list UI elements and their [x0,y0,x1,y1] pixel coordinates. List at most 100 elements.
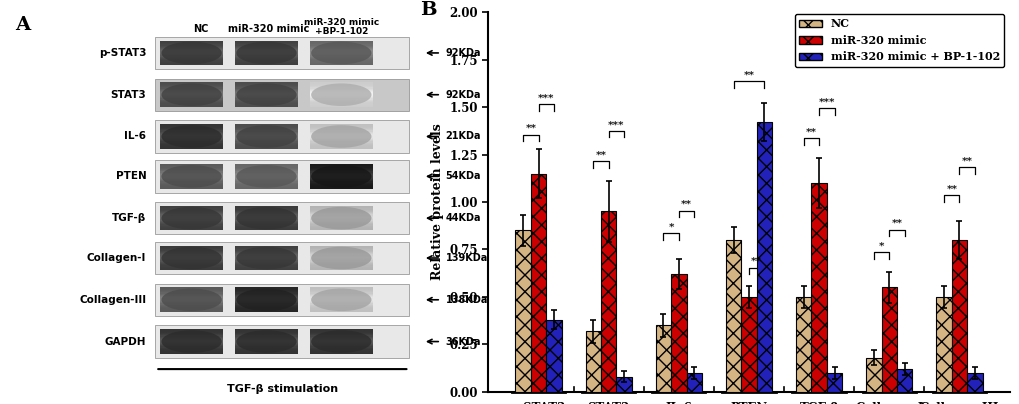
FancyBboxPatch shape [309,92,373,93]
FancyBboxPatch shape [160,345,223,347]
FancyBboxPatch shape [309,52,373,53]
FancyBboxPatch shape [160,145,223,146]
FancyBboxPatch shape [160,347,223,348]
FancyBboxPatch shape [234,85,298,86]
FancyBboxPatch shape [160,217,223,218]
FancyBboxPatch shape [234,135,298,137]
FancyBboxPatch shape [160,350,223,351]
FancyBboxPatch shape [160,291,223,292]
FancyBboxPatch shape [309,227,373,228]
Ellipse shape [161,330,221,353]
FancyBboxPatch shape [309,215,373,216]
FancyBboxPatch shape [160,334,223,335]
FancyBboxPatch shape [309,332,373,333]
FancyBboxPatch shape [309,135,373,137]
FancyBboxPatch shape [234,229,298,230]
FancyBboxPatch shape [234,332,298,333]
FancyBboxPatch shape [160,144,223,145]
Ellipse shape [311,330,371,353]
FancyBboxPatch shape [309,308,373,309]
FancyBboxPatch shape [160,212,223,213]
Ellipse shape [161,83,221,106]
FancyBboxPatch shape [309,249,373,250]
FancyBboxPatch shape [234,132,298,133]
FancyBboxPatch shape [155,242,409,274]
FancyBboxPatch shape [155,202,409,234]
FancyBboxPatch shape [234,265,298,267]
FancyBboxPatch shape [309,305,373,306]
FancyBboxPatch shape [309,64,373,65]
FancyBboxPatch shape [309,54,373,55]
FancyBboxPatch shape [160,269,223,270]
FancyBboxPatch shape [160,61,223,63]
FancyBboxPatch shape [160,99,223,100]
Text: 138KDa: 138KDa [445,295,487,305]
FancyBboxPatch shape [309,291,373,292]
FancyBboxPatch shape [160,344,223,345]
FancyBboxPatch shape [234,309,298,311]
FancyBboxPatch shape [234,63,298,64]
FancyBboxPatch shape [160,258,223,259]
FancyBboxPatch shape [309,297,373,299]
FancyBboxPatch shape [160,343,223,344]
Text: **: ** [681,200,691,209]
FancyBboxPatch shape [160,186,223,187]
FancyBboxPatch shape [234,257,298,258]
FancyBboxPatch shape [309,250,373,252]
FancyBboxPatch shape [160,261,223,262]
FancyBboxPatch shape [234,249,298,250]
FancyBboxPatch shape [234,253,298,254]
FancyBboxPatch shape [309,351,373,353]
Ellipse shape [161,165,221,188]
FancyBboxPatch shape [160,263,223,264]
FancyBboxPatch shape [234,183,298,184]
FancyBboxPatch shape [309,222,373,223]
FancyBboxPatch shape [234,299,298,300]
Text: *: * [667,223,674,232]
FancyBboxPatch shape [160,100,223,101]
FancyBboxPatch shape [309,63,373,64]
FancyBboxPatch shape [234,302,298,303]
FancyBboxPatch shape [234,344,298,345]
FancyBboxPatch shape [160,224,223,225]
FancyBboxPatch shape [234,206,298,207]
FancyBboxPatch shape [160,90,223,91]
FancyBboxPatch shape [160,164,223,165]
FancyBboxPatch shape [160,330,223,332]
FancyBboxPatch shape [160,44,223,46]
FancyBboxPatch shape [309,43,373,44]
FancyBboxPatch shape [160,294,223,295]
FancyBboxPatch shape [309,49,373,50]
FancyBboxPatch shape [309,86,373,87]
FancyBboxPatch shape [160,124,223,125]
FancyBboxPatch shape [160,84,223,85]
FancyBboxPatch shape [160,58,223,59]
FancyBboxPatch shape [309,47,373,48]
FancyBboxPatch shape [234,228,298,229]
FancyBboxPatch shape [234,215,298,216]
Bar [880,287,896,392]
FancyBboxPatch shape [234,222,298,223]
FancyBboxPatch shape [234,125,298,126]
FancyBboxPatch shape [309,294,373,295]
FancyBboxPatch shape [234,343,298,344]
FancyBboxPatch shape [160,179,223,180]
Bar [655,326,671,392]
FancyBboxPatch shape [309,147,373,149]
FancyBboxPatch shape [234,101,298,102]
FancyBboxPatch shape [309,187,373,189]
Ellipse shape [311,125,371,148]
Bar [865,358,880,392]
FancyBboxPatch shape [309,125,373,126]
FancyBboxPatch shape [309,58,373,59]
FancyBboxPatch shape [160,49,223,50]
Text: **: ** [891,219,902,228]
FancyBboxPatch shape [160,177,223,178]
FancyBboxPatch shape [309,289,373,290]
FancyBboxPatch shape [309,84,373,85]
FancyBboxPatch shape [234,300,298,301]
FancyBboxPatch shape [160,208,223,210]
FancyBboxPatch shape [234,64,298,65]
Bar [585,331,600,392]
FancyBboxPatch shape [160,349,223,350]
